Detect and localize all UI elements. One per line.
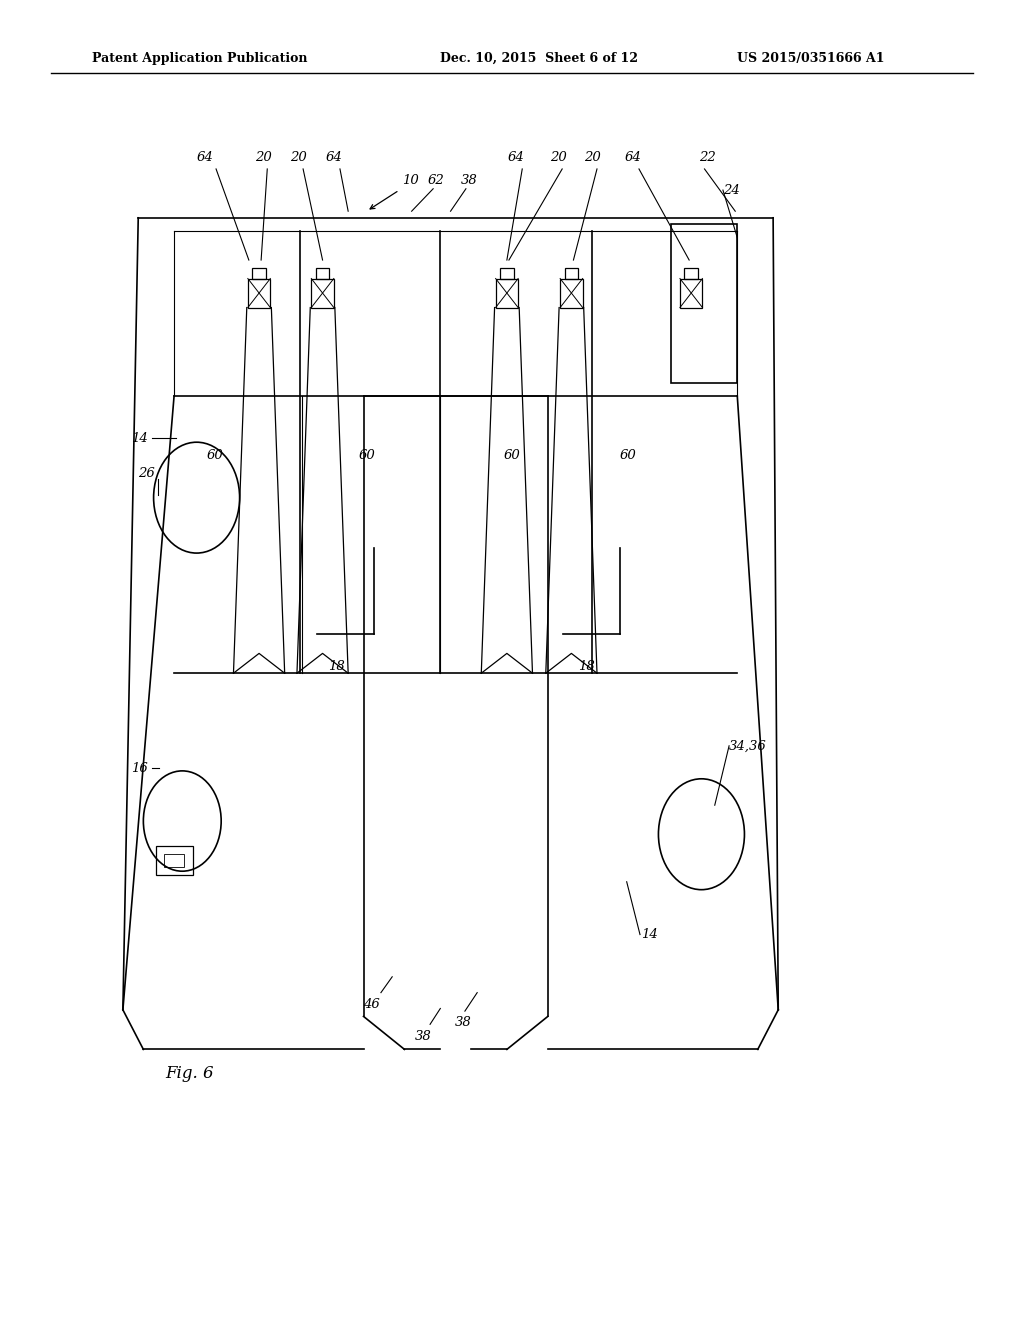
Bar bbox=[496, 279, 518, 308]
Text: 24: 24 bbox=[723, 183, 739, 197]
Text: 64: 64 bbox=[625, 150, 641, 164]
Bar bbox=[311, 279, 334, 308]
Bar bbox=[680, 279, 702, 308]
Bar bbox=[560, 279, 583, 308]
Text: Patent Application Publication: Patent Application Publication bbox=[92, 51, 307, 65]
Text: 64: 64 bbox=[197, 150, 213, 164]
Bar bbox=[500, 268, 514, 279]
Bar bbox=[252, 268, 266, 279]
Text: US 2015/0351666 A1: US 2015/0351666 A1 bbox=[737, 51, 885, 65]
Text: 62: 62 bbox=[428, 174, 444, 187]
Text: 60: 60 bbox=[207, 449, 223, 462]
Text: 18: 18 bbox=[579, 660, 595, 673]
Text: 20: 20 bbox=[255, 150, 271, 164]
Bar bbox=[248, 279, 270, 308]
Bar bbox=[564, 268, 579, 279]
Text: Dec. 10, 2015  Sheet 6 of 12: Dec. 10, 2015 Sheet 6 of 12 bbox=[440, 51, 638, 65]
Text: Fig. 6: Fig. 6 bbox=[165, 1065, 214, 1081]
Text: 64: 64 bbox=[326, 150, 342, 164]
Text: 20: 20 bbox=[585, 150, 601, 164]
Bar bbox=[684, 268, 698, 279]
Text: 22: 22 bbox=[699, 150, 716, 164]
Text: 38: 38 bbox=[461, 174, 477, 187]
Bar bbox=[164, 854, 184, 867]
Text: 20: 20 bbox=[550, 150, 566, 164]
Text: 10: 10 bbox=[402, 174, 419, 187]
Text: 60: 60 bbox=[504, 449, 520, 462]
Text: 14: 14 bbox=[131, 432, 147, 445]
Text: 20: 20 bbox=[290, 150, 306, 164]
Text: 38: 38 bbox=[415, 1030, 431, 1043]
Text: 64: 64 bbox=[508, 150, 524, 164]
Bar bbox=[315, 268, 330, 279]
Bar bbox=[156, 846, 193, 875]
Text: 60: 60 bbox=[620, 449, 636, 462]
Text: 34,36: 34,36 bbox=[729, 739, 767, 752]
Text: 46: 46 bbox=[364, 998, 380, 1011]
Text: 14: 14 bbox=[641, 928, 657, 941]
Text: 60: 60 bbox=[358, 449, 375, 462]
Text: 26: 26 bbox=[138, 467, 155, 480]
Bar bbox=[671, 224, 737, 383]
Text: 18: 18 bbox=[328, 660, 344, 673]
Text: 38: 38 bbox=[455, 1016, 471, 1030]
Text: 16: 16 bbox=[131, 762, 147, 775]
